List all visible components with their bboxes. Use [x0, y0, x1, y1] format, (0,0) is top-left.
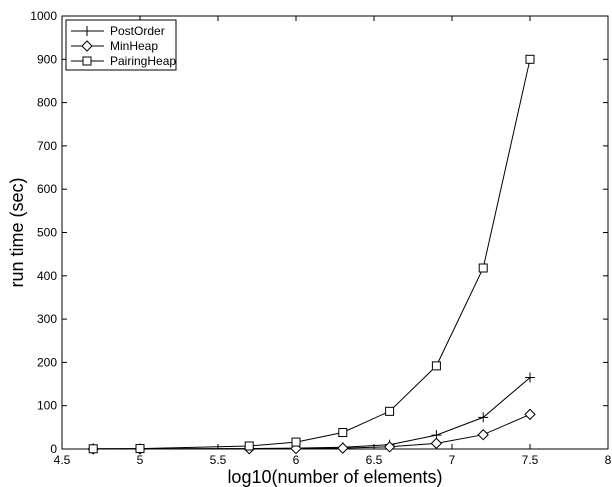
x-tick-label: 7	[449, 453, 456, 467]
series-postorder	[88, 372, 535, 454]
y-tick-label: 300	[37, 312, 57, 326]
y-tick-label: 800	[37, 96, 57, 110]
y-tick-label: 500	[37, 226, 57, 240]
point-minheap	[430, 437, 443, 450]
legend-label-pairingheap: PairingHeap	[110, 54, 176, 68]
point-pairingheap	[88, 444, 98, 454]
y-tick-label: 100	[37, 399, 57, 413]
x-tick-label: 6.5	[366, 453, 383, 467]
x-tick-label: 5	[137, 453, 144, 467]
x-tick-label: 5.5	[210, 453, 227, 467]
point-pairingheap	[478, 263, 488, 273]
point-pairingheap	[135, 444, 145, 454]
y-tick-label: 400	[37, 269, 57, 283]
legend-label-minheap: MinHeap	[110, 39, 158, 53]
point-pairingheap	[385, 406, 395, 416]
x-tick-label: 7.5	[522, 453, 539, 467]
y-tick-label: 900	[37, 52, 57, 66]
point-minheap	[524, 408, 536, 421]
y-tick-label: 600	[37, 182, 57, 196]
x-axis-label: log10(number of elements)	[227, 467, 442, 487]
legend-marker-minheap	[81, 40, 93, 52]
ticks: 4.5 5 5.5 6 6.5 7 7.5 8 0 100 200 300 400 500 600 700 80…	[30, 9, 611, 467]
point-pairingheap	[431, 361, 441, 371]
legend-label-postorder: PostOrder	[110, 24, 165, 38]
series-minheap	[87, 408, 536, 455]
x-tick-label: 4.5	[54, 453, 71, 467]
y-axis-label: run time (sec)	[7, 177, 27, 287]
point-minheap	[337, 442, 349, 454]
point-pairingheap	[291, 437, 301, 447]
series-line-pairingheap	[93, 59, 531, 450]
point-minheap	[383, 441, 396, 453]
x-tick-label: 6	[293, 453, 300, 467]
y-tick-label: 200	[37, 355, 57, 369]
point-pairingheap	[525, 54, 535, 64]
series-line-minheap	[93, 413, 531, 450]
plot-frame	[61, 15, 609, 450]
point-postorder	[525, 372, 535, 383]
point-pairingheap	[244, 441, 254, 451]
y-tick-label: 1000	[30, 9, 57, 23]
point-pairingheap	[338, 428, 348, 438]
series-pairingheap	[88, 54, 535, 454]
x-tick-label: 8	[605, 453, 612, 467]
point-postorder	[478, 412, 489, 423]
point-minheap	[477, 429, 489, 441]
y-tick-label: 700	[37, 139, 57, 153]
y-tick-label: 0	[50, 442, 57, 456]
legend-marker-pairingheap	[82, 56, 92, 66]
series-layer	[87, 54, 536, 455]
axes	[61, 15, 609, 450]
legend-marker-postorder	[82, 26, 92, 36]
